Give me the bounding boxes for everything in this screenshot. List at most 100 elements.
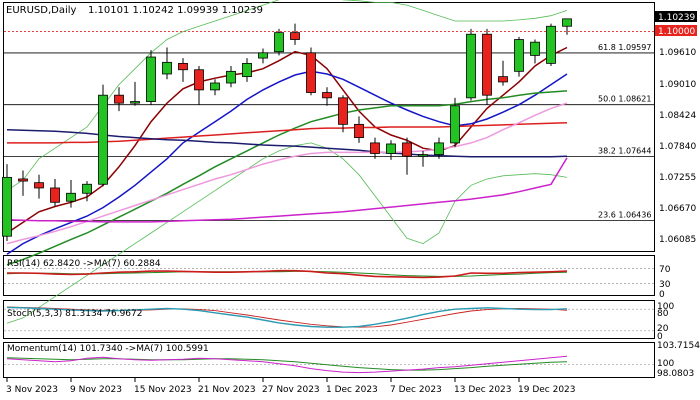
candle (322, 87, 332, 106)
momentum-plot (4, 355, 654, 374)
candle-body (34, 182, 44, 189)
moving-average-line-1 (6, 70, 568, 255)
candle (562, 18, 572, 35)
candle-body (210, 82, 220, 91)
candle-body (194, 69, 204, 91)
candle-body (530, 41, 540, 56)
date-label-1: 9 Nov 2023 (70, 385, 122, 395)
candle-body (242, 62, 252, 78)
candle-body (322, 92, 332, 99)
price-tick-label-0: 1.09610 (659, 48, 696, 58)
candle-body (370, 142, 380, 154)
rsi-line (7, 269, 568, 279)
date-label-2: 15 Nov 2023 (134, 385, 192, 395)
candle (242, 58, 252, 82)
candle (114, 87, 124, 112)
candle (274, 28, 284, 56)
rsi-tick-0: 0 (659, 290, 665, 300)
candle-body (50, 187, 60, 203)
fib-level-label-3: 23.6 1.06436 (598, 211, 651, 220)
momentum-tick-low: 98.0803 (657, 369, 694, 379)
candle (434, 137, 444, 159)
candle (2, 164, 12, 241)
candle-body (2, 176, 12, 237)
date-label-5: 1 Dec 2023 (326, 385, 378, 395)
momentum-tick-100: 100 (657, 359, 674, 369)
candle (98, 84, 108, 187)
bollinger-lower-line (6, 142, 568, 324)
candle-body (162, 61, 172, 75)
candle (210, 79, 220, 96)
stoch-tick-80: 80 (657, 309, 669, 319)
candle (338, 95, 348, 133)
rsi-tick-30: 30 (659, 280, 671, 290)
momentum-ma-line (6, 357, 568, 371)
date-label-4: 27 Nov 2023 (262, 385, 320, 395)
candle-body (482, 33, 492, 96)
candle (546, 23, 556, 67)
fib-level-label-2: 38.2 1.07644 (598, 146, 651, 155)
candle-body (562, 18, 572, 27)
date-label-7: 13 Dec 2023 (454, 385, 512, 395)
candle-body (66, 192, 76, 202)
price-tick-label-4: 1.07255 (659, 173, 696, 183)
rsi-tick-70: 70 (659, 265, 671, 275)
candle (306, 47, 316, 96)
rsi-panel-frame (3, 255, 655, 296)
candle (402, 137, 412, 175)
candle-body (274, 32, 284, 53)
candle (514, 36, 524, 77)
moving-average-line-3 (7, 122, 568, 144)
stoch-k-line (6, 306, 568, 328)
candle (50, 178, 60, 207)
candle (418, 150, 428, 167)
price-tick-label-2: 1.08424 (659, 111, 696, 121)
candle-body (82, 183, 92, 194)
momentum-line (6, 355, 568, 374)
candle-body (498, 76, 508, 83)
moving-average-line-2 (6, 90, 568, 266)
candle-body (546, 25, 556, 64)
candle-body (146, 56, 156, 102)
candle-body (114, 94, 124, 104)
candle-body (130, 101, 140, 104)
fib-level-label-1: 50.0 1.08621 (598, 95, 651, 104)
price-tick-label-5: 1.06670 (659, 204, 696, 214)
candle (290, 23, 300, 45)
price-tick-label-6: 1.06085 (659, 235, 696, 245)
candle (354, 116, 364, 143)
candle-body (450, 105, 460, 144)
candle (466, 28, 476, 101)
fib-level-label-0: 61.8 1.09597 (598, 43, 651, 52)
candle (130, 81, 140, 106)
candle-body (338, 97, 348, 125)
candle (82, 181, 92, 202)
candle (450, 97, 460, 148)
moving-average-line-5 (6, 102, 568, 245)
candle (386, 140, 396, 160)
candle-body (418, 154, 428, 157)
candle-body (258, 52, 268, 59)
candle-body (386, 143, 396, 154)
candle (370, 137, 380, 159)
current-price-tag (655, 11, 697, 22)
candle-body (434, 142, 444, 155)
candle (482, 28, 492, 105)
candle-body (226, 70, 236, 84)
stoch-panel-frame (3, 300, 655, 339)
stoch-tick-100: 100 (657, 302, 674, 312)
rsi-plot (4, 268, 654, 284)
momentum-tick-high: 103.7154 (657, 341, 700, 351)
reference-price-tag (655, 25, 697, 36)
candle-body (290, 32, 300, 40)
date-label-0: 3 Nov 2023 (6, 385, 58, 395)
moving-average-line-0 (6, 46, 568, 234)
panel-frames (3, 2, 655, 378)
candle-body (402, 142, 412, 157)
stoch-plot (4, 306, 654, 332)
candle-body (178, 62, 188, 71)
momentum-label: Momentum(14) 101.7340 ->MA(7) 100.5991 (7, 344, 209, 354)
candle (162, 47, 172, 80)
price-tick-label-3: 1.07840 (659, 142, 696, 152)
